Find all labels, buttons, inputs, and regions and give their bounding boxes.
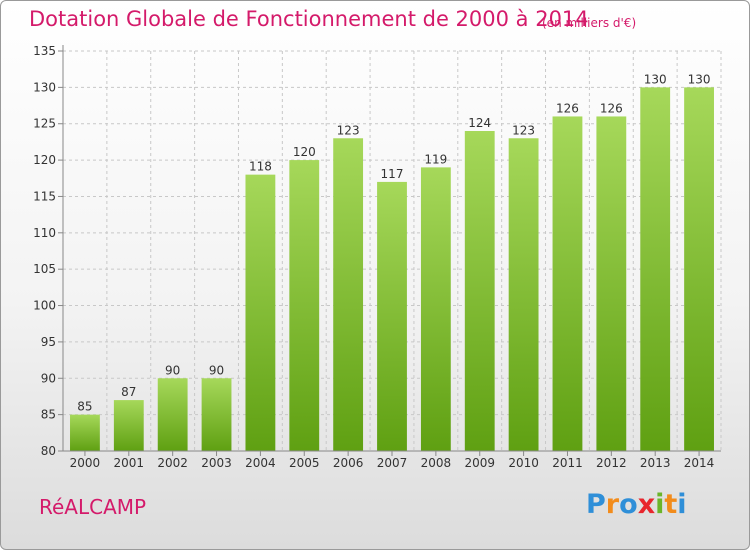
y-tick-label: 135	[33, 44, 56, 58]
data-label: 124	[468, 116, 491, 130]
logo-letter: i	[655, 489, 665, 520]
x-tick-label: 2009	[464, 456, 495, 470]
x-tick-label: 2001	[114, 456, 145, 470]
bar	[113, 400, 144, 451]
bar	[552, 116, 583, 452]
logo-letter: r	[605, 489, 620, 520]
x-tick-label: 2002	[157, 456, 188, 470]
data-label: 90	[165, 363, 180, 377]
x-tick-label: 2005	[289, 456, 320, 470]
y-tick-label: 110	[33, 226, 56, 240]
bar	[201, 378, 232, 451]
x-tick-label: 2003	[201, 456, 232, 470]
bar	[508, 138, 539, 452]
bar	[464, 131, 495, 451]
logo-letter: i	[677, 489, 687, 520]
x-tick-label: 2007	[377, 456, 408, 470]
y-tick-label: 85	[41, 408, 56, 422]
proxiti-logo[interactable]: Proxiti	[586, 489, 687, 520]
data-label: 123	[512, 123, 535, 137]
data-label: 126	[556, 101, 579, 115]
logo-letter: o	[619, 489, 638, 520]
data-label: 130	[644, 72, 667, 86]
y-tick-label: 105	[33, 262, 56, 276]
data-label: 117	[381, 167, 404, 181]
x-tick-label: 2013	[640, 456, 671, 470]
y-tick-label: 95	[41, 335, 56, 349]
x-tick-label: 2010	[508, 456, 539, 470]
bar	[377, 181, 407, 451]
bar	[684, 87, 714, 451]
x-tick-label: 2008	[421, 456, 452, 470]
bar	[157, 378, 188, 451]
logo-letter: t	[664, 489, 678, 520]
y-tick-label: 120	[33, 153, 56, 167]
x-tick-label: 2006	[333, 456, 364, 470]
y-tick-label: 100	[33, 299, 56, 313]
logo-letter: x	[637, 489, 656, 520]
bar	[640, 87, 671, 451]
y-tick-label: 80	[41, 444, 56, 458]
x-tick-label: 2012	[596, 456, 627, 470]
x-tick-label: 2004	[245, 456, 276, 470]
logo-letter: P	[586, 489, 606, 520]
data-label: 118	[249, 160, 272, 174]
x-tick-label: 2000	[70, 456, 101, 470]
x-tick-label: 2011	[552, 456, 583, 470]
bar	[596, 116, 627, 452]
bar	[70, 414, 100, 451]
y-tick-label: 115	[33, 189, 56, 203]
bar	[420, 167, 451, 451]
commune-name: RéALCAMP	[39, 495, 147, 519]
chart-title: Dotation Globale de Fonctionnement de 20…	[29, 7, 589, 31]
y-tick-label: 90	[41, 371, 56, 385]
y-tick-label: 125	[33, 117, 56, 131]
y-tick-label: 130	[33, 80, 56, 94]
data-label: 120	[293, 145, 316, 159]
bar	[245, 174, 276, 452]
data-label: 90	[209, 363, 224, 377]
data-label: 126	[600, 101, 623, 115]
data-label: 130	[688, 72, 711, 86]
data-label: 87	[121, 385, 136, 399]
data-label: 119	[424, 152, 447, 166]
unit-note: (en milliers d'€)	[542, 16, 637, 30]
data-label: 85	[77, 400, 92, 414]
data-label: 123	[337, 123, 360, 137]
bar	[333, 138, 364, 452]
x-tick-label: 2014	[684, 456, 715, 470]
bar	[289, 160, 320, 451]
